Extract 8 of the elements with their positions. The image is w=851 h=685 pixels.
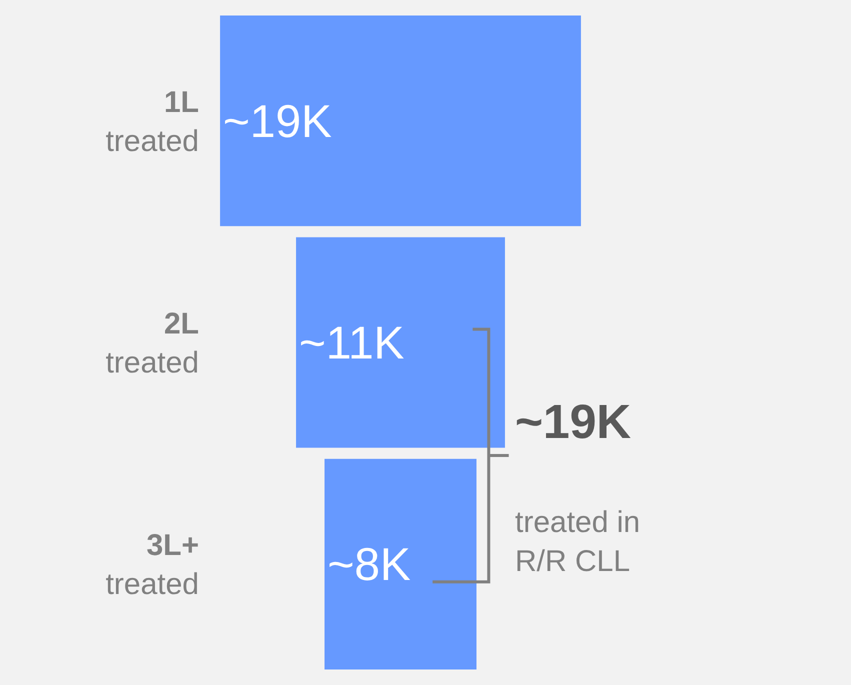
text: treated in R/R CLL xyxy=(515,506,640,578)
category-label: 3L+ treated xyxy=(106,529,199,602)
text: ~19K xyxy=(515,396,632,449)
category-label: 1L treated xyxy=(106,86,199,158)
category-label: 2L treated xyxy=(106,308,199,380)
data-label: ~19K xyxy=(223,94,332,147)
data-label: ~8K xyxy=(328,538,411,590)
data-label: ~11K xyxy=(299,316,405,368)
